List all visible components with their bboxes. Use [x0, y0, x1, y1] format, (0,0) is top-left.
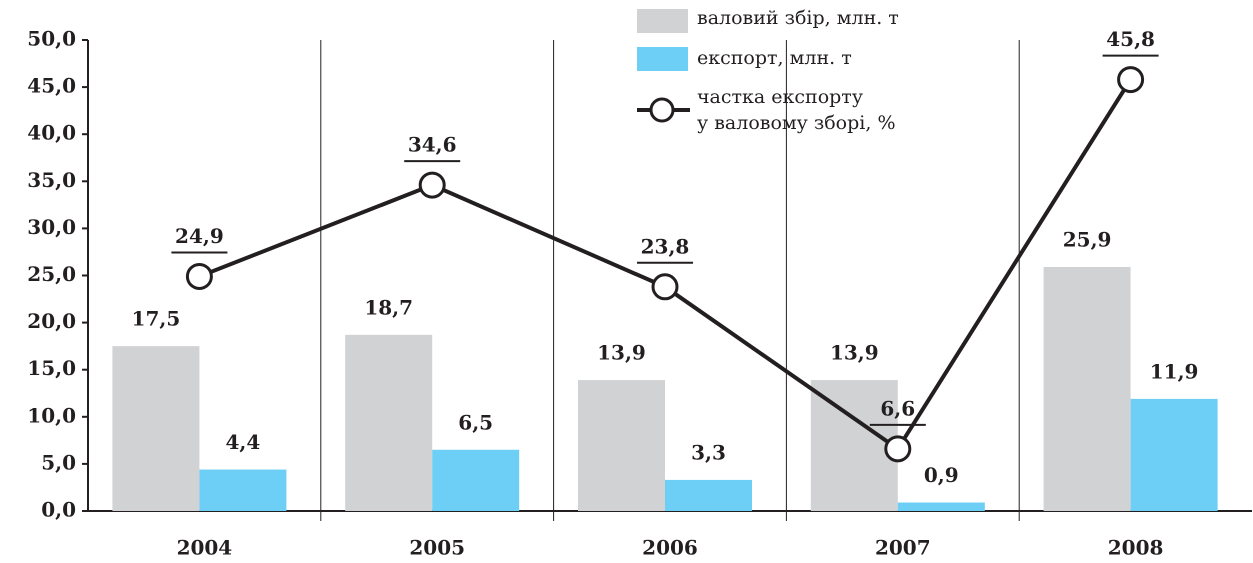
bar	[199, 469, 287, 511]
bar-value-label: 6,5	[458, 410, 493, 434]
legend-label: частка експорту у валовому зборі, %	[697, 86, 896, 134]
bar-value-label: 3,3	[691, 440, 726, 464]
bar	[112, 346, 200, 511]
bar-value-label: 18,7	[364, 295, 413, 319]
line-value-label: 6,6	[880, 396, 915, 420]
y-tick-label: 5,0	[41, 450, 76, 474]
x-tick-label: 2006	[642, 536, 698, 560]
y-tick-label: 30,0	[27, 215, 76, 239]
line-marker	[185, 262, 213, 290]
legend-label: експорт, млн. т	[697, 47, 852, 69]
line-value-label: 45,8	[1106, 27, 1155, 51]
y-tick-label: 10,0	[27, 403, 76, 427]
x-tick-label: 2004	[177, 536, 233, 560]
x-tick-label: 2005	[409, 536, 465, 560]
bar-value-label: 0,9	[924, 463, 959, 487]
line-marker	[1117, 66, 1145, 94]
line-marker	[651, 273, 679, 301]
bar-value-label: 11,9	[1150, 359, 1199, 383]
bar	[897, 502, 985, 511]
line-value-label: 23,8	[641, 234, 690, 258]
y-tick-label: 15,0	[27, 356, 76, 380]
legend-swatch	[637, 47, 688, 71]
line-value-label: 24,9	[175, 224, 224, 248]
bar-value-label: 17,5	[132, 307, 181, 331]
bar-value-label: 13,9	[597, 341, 646, 365]
y-tick-label: 25,0	[27, 262, 76, 286]
bar-value-label: 13,9	[830, 341, 879, 365]
legend-swatch	[637, 9, 688, 33]
bar-value-label: 4,4	[226, 430, 261, 454]
bar	[578, 380, 665, 511]
bar	[1043, 267, 1131, 511]
bar	[345, 334, 433, 511]
y-tick-label: 45,0	[27, 74, 76, 98]
bar	[432, 449, 520, 511]
line-value-label: 34,6	[408, 133, 457, 157]
y-tick-label: 50,0	[27, 27, 76, 51]
bar	[1130, 398, 1218, 511]
bar-value-label: 25,9	[1063, 228, 1112, 252]
line-marker	[418, 171, 446, 199]
bar	[810, 380, 898, 511]
bar	[665, 479, 752, 511]
y-tick-label: 35,0	[27, 168, 76, 192]
legend-label: валовий збір, млн. т	[697, 7, 899, 29]
legend-swatch	[649, 97, 675, 123]
y-tick-label: 40,0	[27, 121, 76, 145]
x-tick-label: 2008	[1108, 536, 1164, 560]
line-marker	[884, 435, 912, 463]
y-tick-label: 20,0	[27, 309, 76, 333]
x-tick-label: 2007	[875, 536, 931, 560]
y-tick-label: 0,0	[41, 498, 76, 522]
